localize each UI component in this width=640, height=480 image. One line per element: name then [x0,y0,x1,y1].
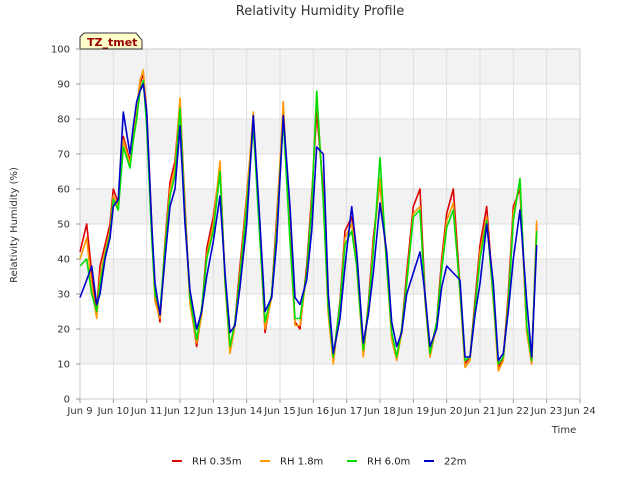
x-tick-label: Jun 15 [263,406,296,417]
x-tick-label: Jun 22 [497,406,530,417]
plot-band [80,189,580,224]
chart-title: Relativity Humidity Profile [236,4,404,19]
x-tick-label: Jun 19 [397,406,430,417]
x-tick-label: Jun 11 [130,406,163,417]
x-tick-label: Jun 14 [230,406,263,417]
plot-band [80,224,580,259]
plot-band [80,84,580,119]
x-axis-title: Time [551,425,576,436]
x-tick-label: Jun 13 [197,406,230,417]
x-tick-label: Jun 9 [66,406,92,417]
legend-label: RH 0.35m [192,457,242,468]
y-tick-label: 100 [51,45,70,56]
x-tick-label: Jun 10 [97,406,130,417]
x-tick-label: Jun 12 [163,406,196,417]
plot-band [80,49,580,84]
y-tick-label: 40 [57,255,70,266]
y-tick-label: 50 [57,220,70,231]
x-tick-label: Jun 21 [463,406,496,417]
x-tick-label: Jun 16 [297,406,330,417]
x-axis-ticks: Jun 9 Jun 10 Jun 11 Jun 12 Jun 13 Jun 14 Jun 1… [66,399,596,417]
x-tick-label: Jun 18 [363,406,396,417]
legend-label: 22m [444,457,466,468]
plot-band [80,364,580,399]
y-tick-label: 70 [57,150,70,161]
plot-band [80,154,580,189]
station-tag: TZ_tmet [79,32,143,50]
y-tick-label: 20 [57,325,70,336]
x-tick-label: Jun 24 [563,406,596,417]
y-axis-title: Relativity Humidity (%) [9,167,20,283]
y-tick-label: 0 [64,395,70,406]
legend: RH 0.35m RH 1.8m RH 6.0m 22m [172,457,466,468]
station-tag-box [79,32,143,50]
legend-label: RH 6.0m [367,457,410,468]
y-tick-label: 30 [57,290,70,301]
legend-label: RH 1.8m [280,457,323,468]
x-tick-label: Jun 17 [330,406,363,417]
station-tag-label: TZ_tmet [87,36,137,49]
x-tick-label: Jun 20 [430,406,463,417]
y-tick-label: 90 [57,80,70,91]
x-tick-label: Jun 23 [530,406,563,417]
y-tick-label: 60 [57,185,70,196]
y-axis-ticks: 0 10 20 30 40 50 60 70 80 90 100 [51,45,80,406]
y-tick-label: 80 [57,115,70,126]
series-line-4 [79,83,538,362]
series-lines [79,69,538,372]
y-tick-label: 10 [57,360,70,371]
plot-band [80,119,580,154]
